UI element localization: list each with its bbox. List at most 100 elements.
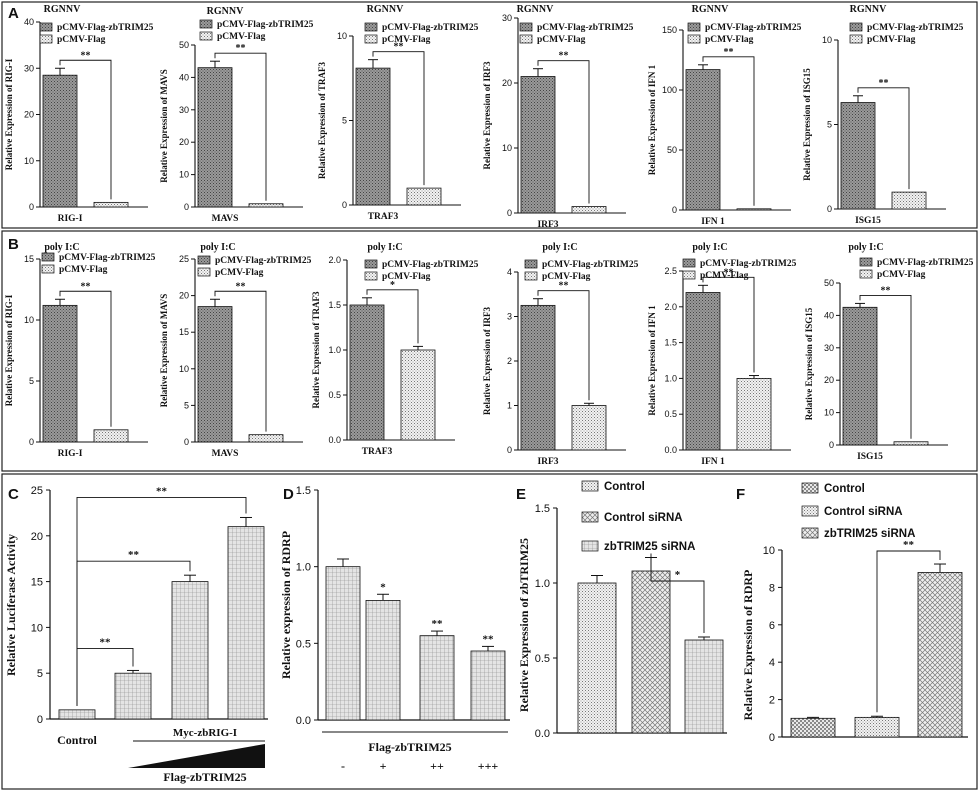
y-tick-label: 0.5 [296, 638, 311, 650]
bar-trim25 [685, 292, 721, 451]
y-tick-label: 20 [502, 78, 512, 88]
y-axis-label: Relative Luciferase Activity [4, 534, 18, 676]
legend-swatch [197, 255, 211, 265]
legend-swatch [197, 267, 211, 277]
legend-label: pCMV-Flag-zbTRIM25 [382, 23, 479, 33]
significance-bracket [650, 553, 705, 633]
bar [325, 566, 361, 721]
y-tick-label: 20 [179, 291, 189, 301]
y-tick-label: 10 [337, 31, 347, 41]
legend-label: pCMV-Flag-zbTRIM25 [59, 253, 156, 263]
significance-bracket [214, 290, 267, 432]
legend-label: pCMV-Flag-zbTRIM25 [217, 20, 314, 30]
bar-trim25 [842, 306, 878, 446]
y-tick-label: 0.0 [664, 445, 677, 455]
panel-label-b: B [8, 236, 19, 253]
y-tick-label: 1.5 [535, 503, 550, 515]
y-tick-label: 20 [31, 531, 43, 543]
x-label-gradient: Flag-zbTRIM25 [163, 770, 246, 784]
legend-label: pCMV-Flag-zbTRIM25 [537, 23, 634, 33]
y-tick-label: 10 [179, 170, 189, 180]
legend-swatch [524, 259, 538, 269]
significance-bracket [702, 276, 755, 373]
legend-label: pCMV-Flag [382, 35, 431, 45]
x-axis-label: IFN 1 [701, 457, 725, 467]
legend-label: pCMV-Flag [705, 35, 754, 45]
legend-label: pCMV-Flag [57, 35, 106, 45]
legend-label: pCMV-Flag [877, 270, 926, 280]
bar [470, 650, 506, 721]
bar [58, 709, 96, 720]
y-tick-label: 30 [824, 343, 834, 353]
y-axis-label: Relative Expression of MAVS [159, 69, 169, 182]
bar-flag [736, 208, 772, 211]
y-tick-label: 0 [507, 208, 512, 218]
legend-swatch [39, 34, 53, 44]
y-tick-label: 30 [24, 63, 34, 73]
frame-b [1, 230, 978, 472]
bar [684, 639, 724, 734]
bar-trim25 [349, 304, 385, 441]
significance-marker: ** [394, 42, 404, 53]
y-tick-label: 5 [827, 120, 832, 130]
significance-bracket [59, 59, 112, 200]
y-axis-label: Relative Expression of IFN 1 [647, 305, 657, 416]
bar [631, 570, 671, 734]
bar-trim25 [355, 67, 391, 206]
legend-label: pCMV-Flag [215, 268, 264, 278]
legend-label: pCMV-Flag [382, 272, 431, 282]
y-tick-label: 2.0 [328, 255, 341, 265]
x-category-label: ++ [430, 759, 444, 773]
chart-a1: RGNNV 0 10 20 30 40 Relative Expression of RIG… [4, 4, 154, 224]
significance-marker: ** [81, 281, 91, 292]
legend-label: zbTRIM25 siRNA [824, 528, 915, 540]
panel-label-f: F [736, 486, 745, 503]
legend-swatch [199, 31, 213, 41]
significance-marker: * [390, 280, 395, 291]
chart-b5: poly I:C 0.0 0.5 1.0 1.5 2.0 2.5 Relative Expre… [647, 242, 797, 467]
significance-marker: ** [724, 47, 734, 58]
bar-flag [93, 429, 129, 443]
y-tick-label: 1.5 [296, 485, 311, 497]
x-category-label: - [341, 759, 345, 773]
y-tick-label: 10 [31, 622, 43, 634]
y-tick-label: 0 [184, 202, 189, 212]
bar-trim25 [42, 74, 78, 208]
y-tick-label: 15 [31, 577, 43, 589]
significance-marker: ** [903, 539, 915, 551]
legend-swatch [364, 22, 378, 32]
y-tick-label: 1.0 [296, 562, 311, 574]
y-tick-label: 0 [184, 437, 189, 447]
legend-swatch [849, 22, 863, 32]
chart-title: poly I:C [44, 242, 79, 253]
x-axis-label: MAVS [212, 449, 239, 459]
significance-bracket [76, 497, 247, 706]
y-axis-label: Relative Expression of IRF3 [482, 306, 492, 415]
y-tick-label: 40 [824, 310, 834, 320]
y-tick-label: 4 [507, 267, 512, 277]
x-axis-label: RIG-I [58, 214, 83, 224]
y-tick-label: 1.5 [664, 338, 677, 348]
legend-swatch [364, 34, 378, 44]
y-tick-label: 25 [179, 254, 189, 264]
y-tick-label: 0 [29, 202, 34, 212]
legend-label: Control siRNA [604, 512, 683, 524]
y-axis-label: Relative Expression of TRAF3 [317, 62, 327, 179]
chart-title: RGNNV [850, 4, 887, 15]
bar [917, 572, 963, 738]
significance-bracket [372, 51, 425, 186]
bar-trim25 [685, 69, 721, 211]
y-tick-label: 10 [502, 143, 512, 153]
y-tick-label: 4 [769, 657, 775, 669]
bar-flag [93, 201, 129, 208]
x-axis-label: IRF3 [537, 220, 558, 230]
bar-flag [400, 349, 436, 441]
y-tick-label: 30 [502, 13, 512, 23]
legend-swatch [687, 34, 701, 44]
legend-swatch [801, 482, 819, 494]
bar [419, 635, 455, 721]
chart-title: RGNNV [692, 4, 729, 15]
significance-bracket [366, 289, 419, 344]
legend-swatch [199, 19, 213, 29]
bar [577, 582, 617, 734]
